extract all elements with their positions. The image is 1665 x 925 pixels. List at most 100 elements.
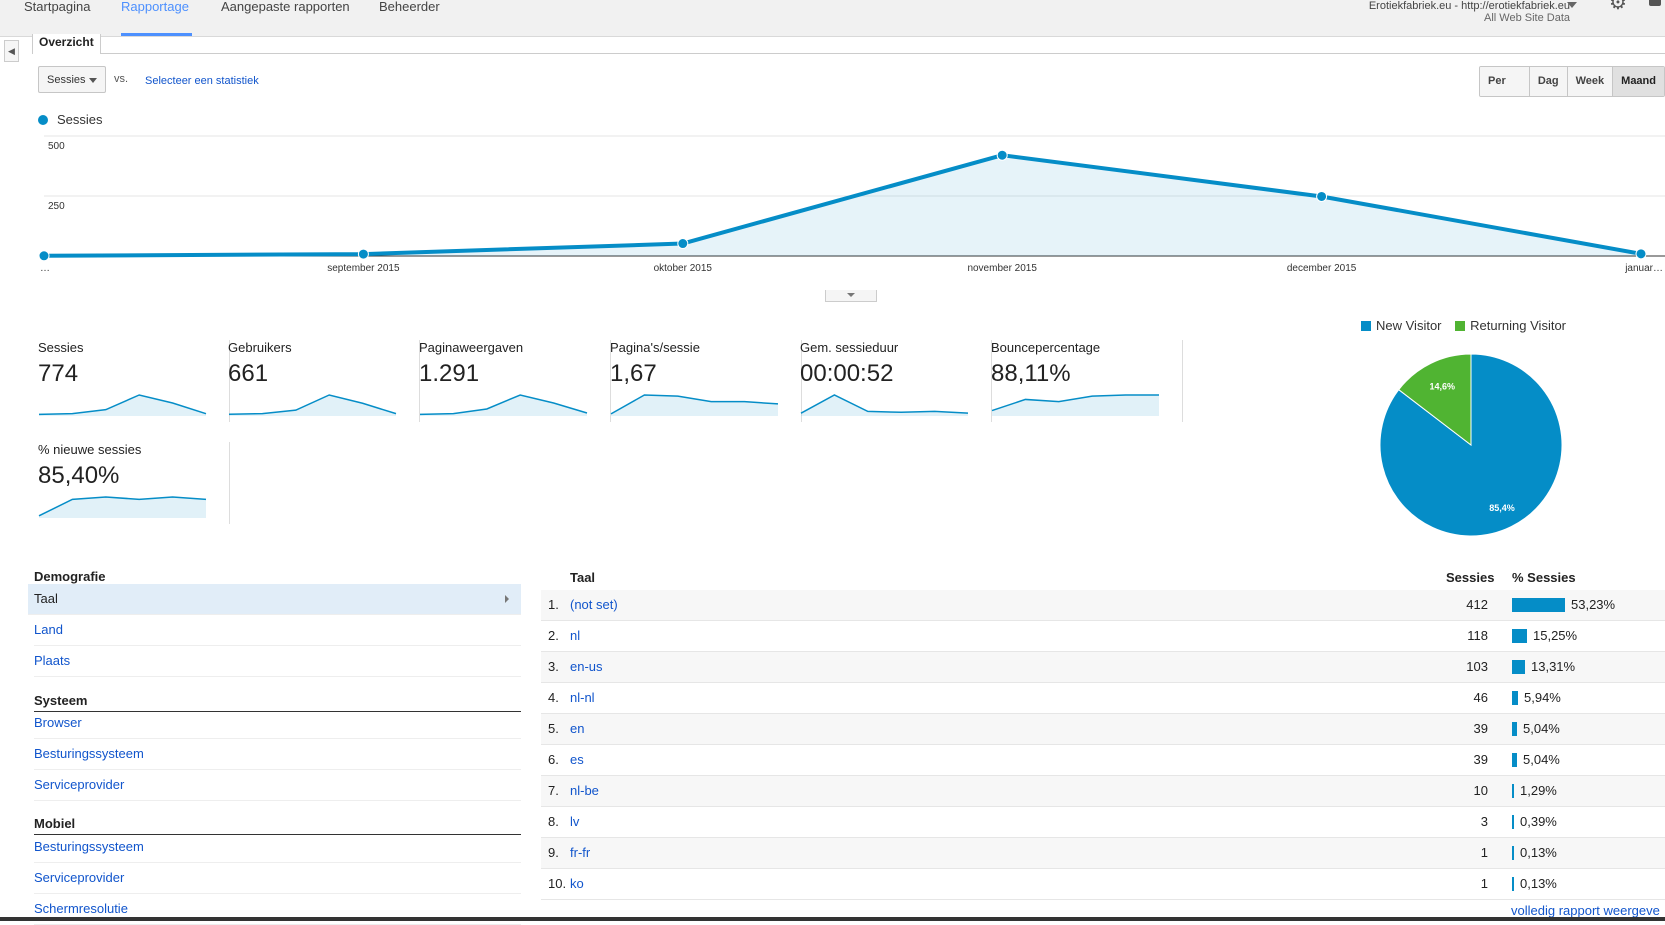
demographics-item[interactable]: Land <box>34 615 521 646</box>
table-header: Taal Sessies % Sessies <box>541 570 1665 591</box>
legend-swatch <box>1455 321 1466 331</box>
table-row: 5. en 39 5,04% <box>541 714 1665 745</box>
row-sessions: 412 <box>1466 597 1488 612</box>
scorecard[interactable]: Bouncepercentage 88,11% <box>991 340 1183 422</box>
scorecard[interactable]: Paginaweergaven 1.291 <box>419 340 611 422</box>
demographics-item[interactable]: Browser <box>34 708 521 739</box>
caret-down-icon[interactable] <box>1567 2 1577 8</box>
sessions-line-chart: 500 250 … september 2015 oktober 2015 novembe… <box>38 135 1665 274</box>
demographics-item[interactable]: Besturingssysteem <box>34 832 521 863</box>
row-language-link[interactable]: ko <box>570 876 584 891</box>
nav-aangepaste-rapporten[interactable]: Aangepaste rapporten <box>221 0 350 14</box>
row-percent: 0,13% <box>1520 845 1557 860</box>
caret-down-icon <box>89 78 97 83</box>
row-percent-bar <box>1512 846 1514 860</box>
scorecard-value: 85,40% <box>38 462 120 489</box>
demographics-item-label: Besturingssysteem <box>34 839 144 854</box>
table-row: 6. es 39 5,04% <box>541 745 1665 776</box>
row-percent: 0,39% <box>1520 814 1557 829</box>
account-selector[interactable]: Erotiekfabriek.eu - http://erotiekfabrie… <box>1369 0 1570 24</box>
nav-beheerder[interactable]: Beheerder <box>379 0 440 14</box>
x-tick-label: oktober 2015 <box>654 263 713 274</box>
table-row: 3. en-us 103 13,31% <box>541 652 1665 683</box>
row-percent-bar <box>1512 784 1514 798</box>
col-header-taal[interactable]: Taal <box>570 570 596 585</box>
row-percent: 1,29% <box>1520 783 1557 798</box>
nav-startpagina[interactable]: Startpagina <box>24 0 91 14</box>
data-point[interactable] <box>357 248 369 260</box>
account-name: Erotiekfabriek.eu - http://erotiekfabrie… <box>1368 0 1570 12</box>
demographics-item[interactable]: Serviceprovider <box>34 863 521 894</box>
x-tick-label: december 2015 <box>1287 263 1357 274</box>
data-point[interactable] <box>1316 190 1328 202</box>
demographics-item[interactable]: Plaats <box>34 646 521 677</box>
row-sessions: 39 <box>1473 721 1488 736</box>
scorecard-value: 661 <box>228 360 269 387</box>
demographics-item-label: Plaats <box>34 653 71 668</box>
row-sessions: 3 <box>1480 814 1488 829</box>
pie-slice[interactable] <box>1398 353 1472 447</box>
table-row: 10. ko 1 0,13% <box>541 869 1665 900</box>
data-point[interactable] <box>677 238 689 250</box>
demographics-section-heading: Mobiel <box>34 816 521 835</box>
row-language-link[interactable]: (not set) <box>570 597 618 612</box>
row-number: 2. <box>548 628 559 643</box>
row-percent-bar <box>1512 722 1517 736</box>
row-language-link[interactable]: en <box>570 721 585 736</box>
demographics-item-label: Browser <box>34 715 82 730</box>
scorecard-label: Pagina's/sessie <box>610 340 700 355</box>
metric-dropdown[interactable]: Sessies <box>38 66 106 93</box>
scorecard-label: % nieuwe sessies <box>38 442 142 457</box>
metric-dropdown-value: Sessies <box>47 74 86 86</box>
scorecard[interactable]: Pagina's/sessie 1,67 <box>610 340 802 422</box>
data-point[interactable] <box>38 250 50 262</box>
gear-icon[interactable]: ⚙ <box>1609 0 1627 14</box>
full-report-link[interactable]: volledig rapport weergeve <box>1511 903 1660 918</box>
sparkline <box>991 394 1159 416</box>
scorecard[interactable]: Sessies 774 <box>38 340 230 422</box>
scorecard-value: 88,11% <box>991 360 1071 387</box>
row-language-link[interactable]: nl <box>570 628 581 643</box>
scorecard-value: 1.291 <box>419 360 480 387</box>
series-line-sessies <box>43 153 1642 258</box>
demographics-item[interactable]: Serviceprovider <box>34 770 521 801</box>
sparkline <box>419 394 588 416</box>
tab-overzicht[interactable]: Overzicht <box>32 34 101 54</box>
row-percent: 5,94% <box>1524 690 1561 705</box>
demographics-item-label: Schermresolutie <box>34 901 128 916</box>
row-language-link[interactable]: nl-nl <box>570 690 595 705</box>
row-language-link[interactable]: nl-be <box>570 783 599 798</box>
scorecard[interactable]: % nieuwe sessies 85,40% <box>38 442 230 524</box>
demographics-item-label: Serviceprovider <box>34 777 125 792</box>
row-language-link[interactable]: en-us <box>570 659 603 674</box>
col-header-pct-sessies[interactable]: % Sessies <box>1512 570 1576 585</box>
dag-button[interactable]: Dag <box>1528 67 1567 96</box>
demographics-item[interactable]: Taal <box>28 584 521 615</box>
row-number: 9. <box>548 845 559 860</box>
demographics-item[interactable]: Besturingssysteem <box>34 739 521 770</box>
row-language-link[interactable]: es <box>570 752 584 767</box>
sparkline <box>38 394 207 416</box>
chevron-left-icon[interactable]: ◀ <box>4 40 19 62</box>
nav-rapportage[interactable]: Rapportage <box>121 0 189 14</box>
data-point[interactable] <box>1635 248 1647 260</box>
pie-legend-item: Returning Visitor <box>1455 318 1566 333</box>
row-language-link[interactable]: fr-fr <box>570 845 591 860</box>
per-uur-button[interactable]: Per uur <box>1480 67 1529 96</box>
data-point[interactable] <box>996 149 1008 161</box>
pie-slice-label: 85,4% <box>1489 503 1515 513</box>
bell-icon[interactable] <box>1649 0 1661 6</box>
scorecard[interactable]: Gem. sessieduur 00:00:52 <box>800 340 992 422</box>
sparkline-line <box>419 394 588 416</box>
row-percent-bar <box>1512 753 1517 767</box>
chart-resize-handle[interactable] <box>825 290 877 302</box>
sparkline-line <box>38 496 207 517</box>
scorecard-value: 1,67 <box>610 360 657 387</box>
scorecard[interactable]: Gebruikers 661 <box>228 340 420 422</box>
legend-swatch <box>1361 321 1371 331</box>
week-button[interactable]: Week <box>1566 67 1613 96</box>
maand-button[interactable]: Maand <box>1612 67 1664 96</box>
row-language-link[interactable]: lv <box>570 814 580 829</box>
compare-metric-link[interactable]: Selecteer een statistiek <box>145 75 259 87</box>
col-header-sessies[interactable]: Sessies <box>1446 570 1495 585</box>
